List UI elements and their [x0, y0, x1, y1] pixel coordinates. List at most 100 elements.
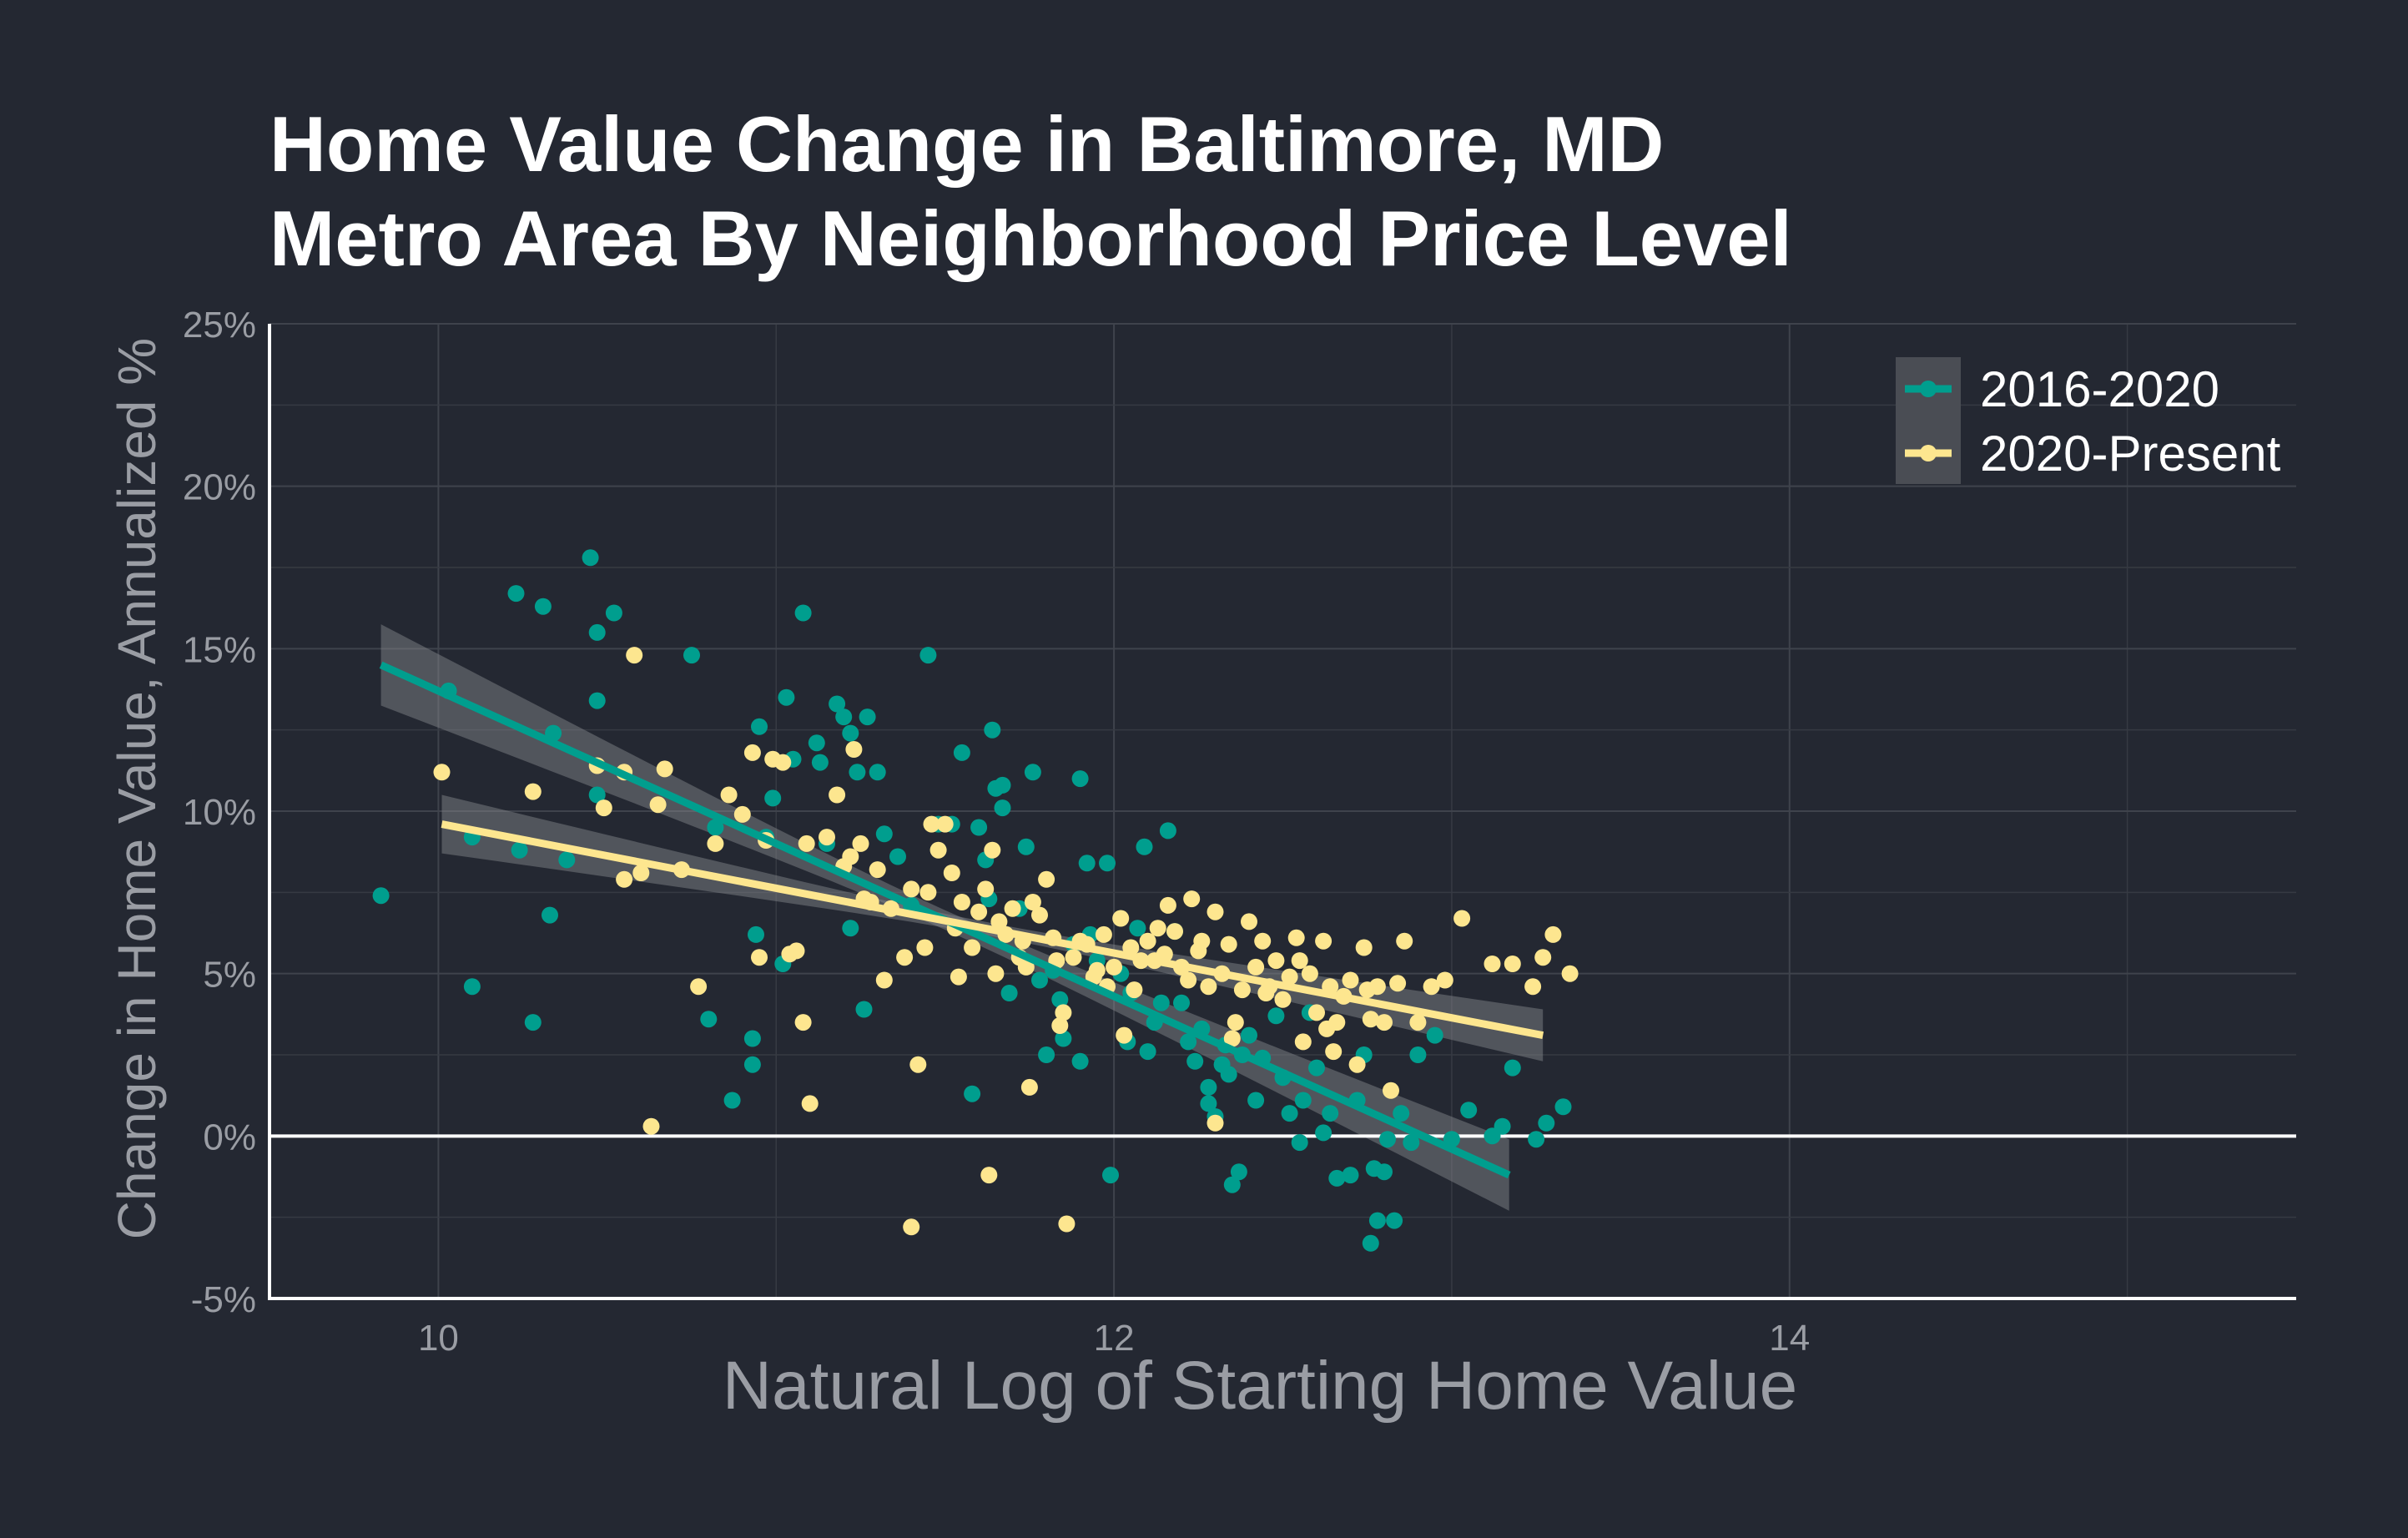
data-point [1017, 958, 1035, 976]
data-point [720, 786, 738, 804]
chart-title-line-1: Home Value Change in Baltimore, MD [270, 100, 1664, 188]
data-point [950, 968, 967, 986]
data-point [511, 841, 528, 859]
data-point [707, 819, 724, 836]
data-point [1376, 1163, 1393, 1181]
data-point [1308, 1059, 1325, 1077]
data-point [707, 835, 724, 852]
data-point [977, 880, 995, 898]
data-point [801, 1095, 819, 1112]
data-point [588, 692, 606, 709]
data-point [1207, 903, 1224, 920]
data-point [1348, 1056, 1366, 1073]
data-point [743, 744, 761, 761]
data-point [1494, 1117, 1511, 1135]
data-point [1528, 1131, 1545, 1148]
data-point [743, 1056, 761, 1073]
y-tick-label: 20% [183, 467, 256, 508]
data-point [1538, 1114, 1555, 1132]
data-point [909, 1056, 927, 1073]
legend-label: 2020-Present [1980, 426, 2281, 482]
data-point [1051, 991, 1069, 1008]
data-point [794, 1014, 812, 1031]
y-tick-label: 5% [203, 955, 256, 996]
data-point [1223, 1176, 1241, 1193]
legend: 2016-2020 2020-Present [1896, 357, 2281, 484]
data-point [1055, 1004, 1072, 1021]
data-point [1294, 1033, 1312, 1051]
data-point [1368, 978, 1386, 996]
data-point [1281, 1105, 1298, 1122]
data-point [1078, 855, 1096, 872]
data-point [595, 799, 612, 817]
data-point [1328, 1014, 1346, 1031]
data-point [1136, 838, 1153, 855]
data-point [1020, 1078, 1038, 1096]
data-point [1301, 965, 1318, 982]
data-point [903, 1218, 920, 1236]
data-point [1031, 906, 1048, 924]
data-point [987, 965, 1005, 982]
data-point [842, 724, 859, 742]
y-tick-label: 0% [203, 1117, 256, 1157]
data-point [819, 829, 835, 846]
data-point [1376, 1014, 1393, 1031]
data-point [842, 848, 859, 865]
data-point [524, 1014, 542, 1031]
data-point [1017, 838, 1035, 855]
data-point [1393, 1105, 1410, 1122]
data-point [964, 939, 981, 956]
data-point [829, 695, 846, 713]
data-point [1267, 1007, 1285, 1025]
data-point [1038, 1046, 1055, 1063]
data-point [919, 884, 937, 901]
data-point [534, 598, 552, 615]
data-point [588, 786, 606, 804]
data-point [964, 1085, 981, 1102]
data-point [683, 647, 700, 664]
data-point [859, 708, 876, 726]
data-point [1207, 1114, 1224, 1132]
data-point [1099, 855, 1116, 872]
data-point [788, 942, 805, 960]
y-tick-label: 25% [183, 305, 256, 345]
data-point [751, 718, 768, 735]
data-point [1328, 1169, 1346, 1187]
data-point [372, 887, 390, 905]
data-point [524, 783, 542, 800]
data-point [1071, 1052, 1089, 1070]
data-point [1325, 1043, 1343, 1061]
data-point [970, 819, 988, 836]
data-point [1362, 1234, 1379, 1252]
data-point [852, 835, 869, 852]
data-point [1554, 1098, 1572, 1116]
data-point [1024, 764, 1041, 781]
data-point [1159, 822, 1176, 840]
data-point [929, 841, 947, 859]
x-tick-label: 14 [1769, 1318, 1810, 1359]
data-point [903, 880, 920, 898]
data-point [1504, 956, 1521, 972]
data-point [845, 741, 863, 758]
data-point [743, 1030, 761, 1047]
data-point [433, 764, 451, 781]
data-point [916, 939, 934, 956]
axes [268, 324, 2296, 1300]
data-point [1254, 932, 1272, 950]
data-point [1000, 985, 1018, 1001]
data-point [1342, 1167, 1359, 1184]
data-point [889, 848, 906, 865]
trend-line [441, 820, 1544, 1040]
data-point [778, 688, 795, 706]
data-point [1436, 971, 1453, 989]
data-point [869, 764, 886, 781]
data-point [1065, 949, 1082, 966]
data-point [1139, 932, 1156, 950]
data-point [1088, 961, 1106, 979]
data-point [1534, 949, 1552, 966]
data-points [372, 549, 1579, 1252]
data-point [1116, 1026, 1133, 1044]
data-point [1368, 1212, 1386, 1229]
data-point [855, 1001, 873, 1018]
